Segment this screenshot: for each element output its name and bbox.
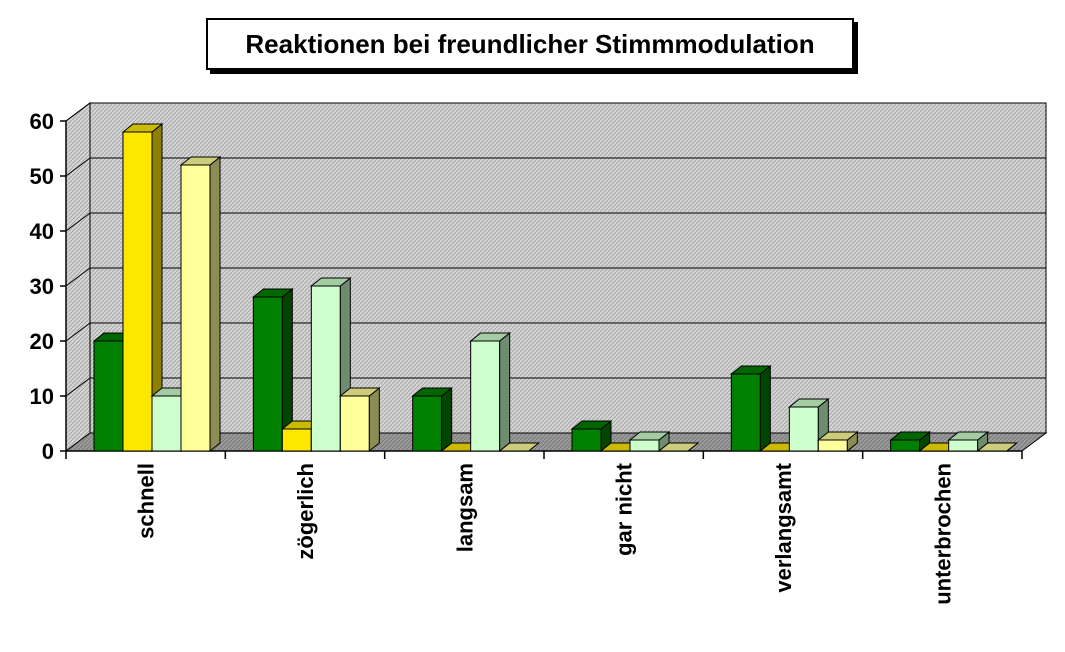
bar-top bbox=[816, 431, 859, 441]
bar-front bbox=[730, 373, 761, 452]
bar-front bbox=[151, 395, 182, 452]
x-tick-label: langsam bbox=[452, 463, 477, 552]
bar-top bbox=[469, 332, 512, 342]
bar bbox=[816, 430, 859, 453]
gridline-side bbox=[65, 267, 91, 287]
x-tick-label: zögerlich bbox=[293, 463, 318, 560]
y-tick-label: 0 bbox=[42, 439, 54, 464]
chart-title-box: Reaktionen bei freundlicher Stimmmodulat… bbox=[206, 18, 854, 70]
bar bbox=[889, 430, 932, 453]
bar-top bbox=[657, 442, 700, 452]
bar-top bbox=[889, 431, 932, 441]
gridline-side bbox=[65, 212, 91, 232]
bar-front bbox=[571, 428, 602, 452]
bar bbox=[121, 122, 164, 453]
bars bbox=[92, 122, 1019, 453]
bar-top bbox=[787, 398, 830, 408]
bar-side bbox=[368, 386, 380, 453]
bar bbox=[338, 386, 381, 453]
y-tick-label: 50 bbox=[30, 164, 54, 189]
chart-title: Reaktionen bei freundlicher Stimmmodulat… bbox=[245, 28, 815, 59]
bar-top bbox=[976, 442, 1019, 452]
bar-front bbox=[817, 439, 848, 452]
x-tick-label: unterbrochen bbox=[930, 463, 955, 605]
bar-top bbox=[570, 420, 613, 430]
y-tick-label: 20 bbox=[30, 329, 54, 354]
axes bbox=[60, 120, 1023, 459]
bar bbox=[729, 364, 772, 453]
bar-front bbox=[629, 439, 660, 452]
gridline-side bbox=[65, 377, 91, 397]
bar bbox=[179, 155, 222, 453]
gridline-side bbox=[65, 102, 91, 122]
bar-front bbox=[310, 285, 341, 452]
x-tick-label: schnell bbox=[134, 463, 159, 539]
bar-front bbox=[281, 428, 312, 452]
bar-top bbox=[628, 431, 671, 441]
x-tick-label: gar nicht bbox=[612, 462, 637, 556]
x-tick-labels: schnell zögerlich langsam gar nicht verlangs… bbox=[134, 462, 956, 604]
bar bbox=[976, 442, 1019, 452]
bar bbox=[498, 442, 541, 452]
bar-front bbox=[948, 439, 979, 452]
bar-side bbox=[499, 331, 511, 453]
bar-top bbox=[121, 123, 164, 133]
bar-top bbox=[179, 156, 222, 166]
bar-front bbox=[412, 395, 443, 452]
bar-side bbox=[441, 386, 453, 453]
bar-front bbox=[252, 296, 283, 452]
gridline-side bbox=[65, 157, 91, 177]
gridline-side bbox=[65, 322, 91, 342]
bar bbox=[947, 430, 990, 453]
bar-side bbox=[209, 155, 221, 453]
bar-top bbox=[251, 288, 294, 298]
bar bbox=[787, 397, 830, 453]
y-tick-label: 60 bbox=[30, 109, 54, 134]
bar-side bbox=[759, 364, 771, 453]
y-tick-labels: 0 10 20 30 40 50 60 bbox=[30, 109, 54, 464]
bar-front bbox=[339, 395, 370, 452]
bar bbox=[469, 331, 512, 453]
gridlines bbox=[65, 102, 1046, 397]
bar-top bbox=[309, 277, 352, 287]
bar bbox=[628, 430, 671, 453]
bar-front bbox=[122, 131, 153, 452]
bar bbox=[657, 442, 700, 452]
bar-front bbox=[470, 340, 501, 452]
bar-front bbox=[890, 439, 921, 452]
bar bbox=[251, 287, 294, 453]
bar-front bbox=[93, 340, 124, 452]
y-tick-label: 10 bbox=[30, 384, 54, 409]
y-tick-label: 30 bbox=[30, 274, 54, 299]
x-tick-label: verlangsamt bbox=[771, 462, 796, 592]
bar bbox=[411, 386, 454, 453]
bar-front bbox=[180, 164, 211, 452]
bar-top bbox=[947, 431, 990, 441]
bar-top bbox=[338, 387, 381, 397]
bar-front bbox=[788, 406, 819, 452]
y-tick-label: 40 bbox=[30, 219, 54, 244]
bar-top bbox=[729, 365, 772, 375]
bar-top bbox=[498, 442, 541, 452]
bar bbox=[570, 419, 613, 453]
bar-top bbox=[411, 387, 454, 397]
